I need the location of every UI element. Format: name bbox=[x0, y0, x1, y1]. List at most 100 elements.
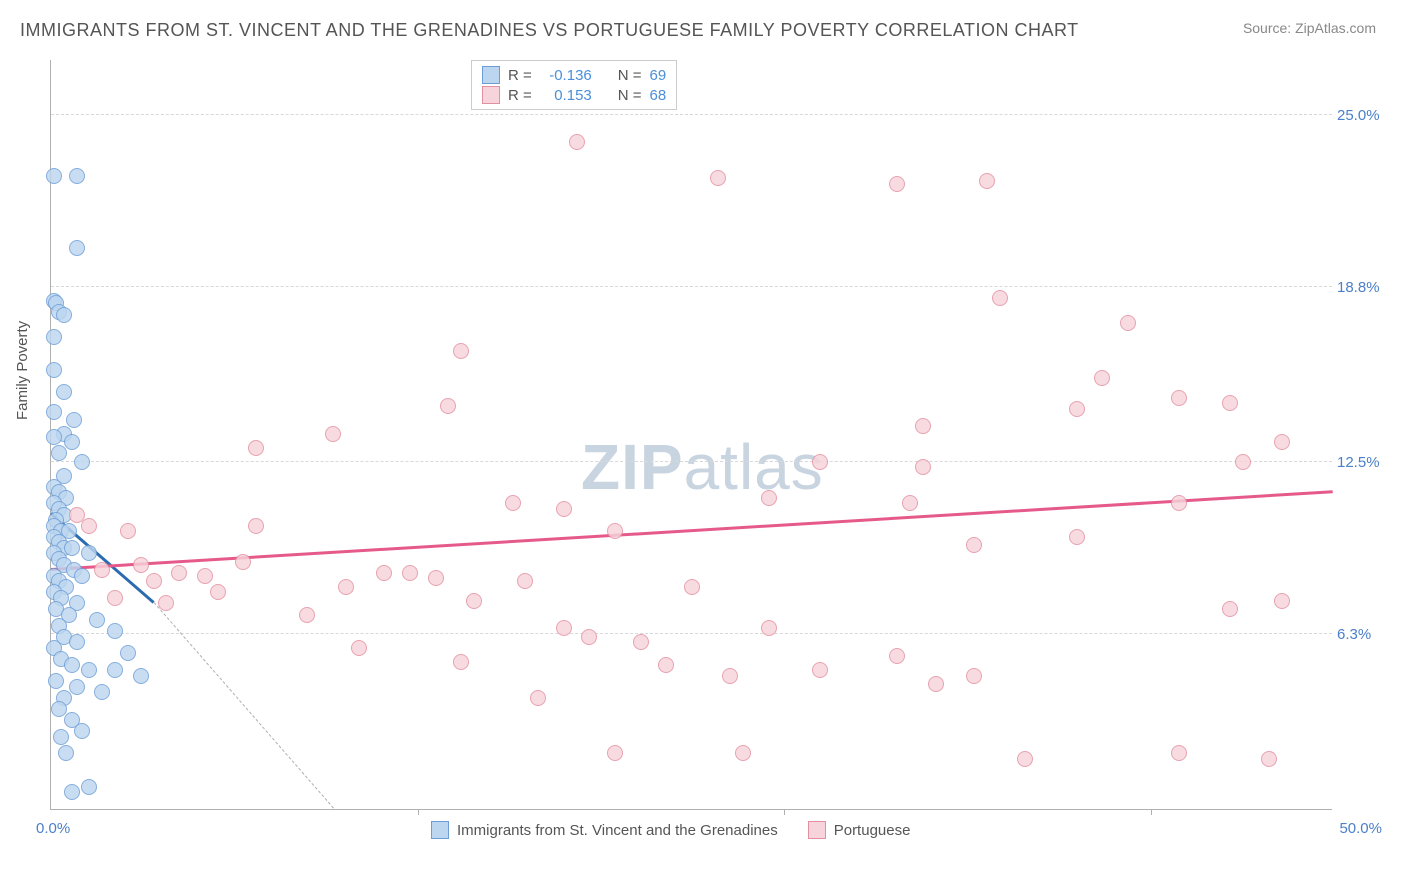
data-point bbox=[684, 579, 700, 595]
data-point bbox=[94, 684, 110, 700]
data-point bbox=[517, 573, 533, 589]
data-point bbox=[1171, 745, 1187, 761]
data-point bbox=[64, 434, 80, 450]
n-label: N = bbox=[618, 87, 642, 104]
data-point bbox=[928, 676, 944, 692]
r-value: 0.153 bbox=[540, 87, 592, 104]
source-name: ZipAtlas.com bbox=[1295, 20, 1376, 36]
data-point bbox=[81, 779, 97, 795]
y-tick-label: 25.0% bbox=[1337, 107, 1392, 124]
data-point bbox=[107, 662, 123, 678]
data-point bbox=[505, 495, 521, 511]
legend-swatch bbox=[482, 86, 500, 104]
data-point bbox=[1069, 401, 1085, 417]
data-point bbox=[633, 634, 649, 650]
data-point bbox=[89, 612, 105, 628]
data-point bbox=[915, 418, 931, 434]
data-point bbox=[299, 607, 315, 623]
data-point bbox=[69, 240, 85, 256]
y-tick-label: 6.3% bbox=[1337, 626, 1392, 643]
data-point bbox=[64, 784, 80, 800]
data-point bbox=[1261, 751, 1277, 767]
data-point bbox=[248, 518, 264, 534]
data-point bbox=[1171, 390, 1187, 406]
data-point bbox=[133, 557, 149, 573]
data-point bbox=[761, 620, 777, 636]
watermark-bold: ZIP bbox=[581, 431, 684, 503]
x-tick-mark bbox=[784, 809, 785, 815]
data-point bbox=[74, 723, 90, 739]
source-label: Source: bbox=[1243, 20, 1291, 36]
correlation-legend: R =-0.136N =69R =0.153N =68 bbox=[471, 60, 677, 110]
data-point bbox=[402, 565, 418, 581]
data-point bbox=[440, 398, 456, 414]
data-point bbox=[69, 679, 85, 695]
data-point bbox=[889, 176, 905, 192]
data-point bbox=[120, 523, 136, 539]
data-point bbox=[1222, 395, 1238, 411]
data-point bbox=[735, 745, 751, 761]
data-point bbox=[171, 565, 187, 581]
data-point bbox=[428, 570, 444, 586]
data-point bbox=[1069, 529, 1085, 545]
data-point bbox=[158, 595, 174, 611]
x-tick-mark bbox=[1151, 809, 1152, 815]
x-tick-min: 0.0% bbox=[36, 820, 70, 837]
data-point bbox=[915, 459, 931, 475]
grid-line bbox=[51, 114, 1332, 115]
data-point bbox=[81, 518, 97, 534]
data-point bbox=[64, 657, 80, 673]
legend-row: R =0.153N =68 bbox=[482, 85, 666, 105]
chart-title: IMMIGRANTS FROM ST. VINCENT AND THE GREN… bbox=[20, 20, 1079, 41]
data-point bbox=[658, 657, 674, 673]
data-point bbox=[210, 584, 226, 600]
data-point bbox=[376, 565, 392, 581]
data-point bbox=[979, 173, 995, 189]
data-point bbox=[81, 662, 97, 678]
data-point bbox=[1274, 434, 1290, 450]
data-point bbox=[338, 579, 354, 595]
data-point bbox=[1094, 370, 1110, 386]
x-tick-mark bbox=[418, 809, 419, 815]
data-point bbox=[453, 654, 469, 670]
data-point bbox=[58, 745, 74, 761]
data-point bbox=[120, 645, 136, 661]
data-point bbox=[69, 634, 85, 650]
watermark: ZIPatlas bbox=[581, 430, 824, 504]
data-point bbox=[710, 170, 726, 186]
watermark-light: atlas bbox=[684, 431, 824, 503]
data-point bbox=[46, 362, 62, 378]
data-point bbox=[46, 168, 62, 184]
data-point bbox=[556, 501, 572, 517]
legend-swatch bbox=[808, 821, 826, 839]
data-point bbox=[453, 343, 469, 359]
grid-line bbox=[51, 461, 1332, 462]
data-point bbox=[46, 329, 62, 345]
data-point bbox=[351, 640, 367, 656]
series-legend: Immigrants from St. Vincent and the Gren… bbox=[431, 821, 910, 839]
data-point bbox=[722, 668, 738, 684]
data-point bbox=[51, 445, 67, 461]
data-point bbox=[81, 545, 97, 561]
data-point bbox=[1120, 315, 1136, 331]
grid-line bbox=[51, 286, 1332, 287]
n-label: N = bbox=[618, 67, 642, 84]
legend-series-name: Immigrants from St. Vincent and the Gren… bbox=[457, 822, 778, 839]
data-point bbox=[46, 404, 62, 420]
data-point bbox=[812, 454, 828, 470]
grid-line bbox=[51, 633, 1332, 634]
data-point bbox=[107, 590, 123, 606]
data-point bbox=[902, 495, 918, 511]
data-point bbox=[235, 554, 251, 570]
x-tick-max: 50.0% bbox=[1339, 820, 1382, 837]
data-point bbox=[812, 662, 828, 678]
data-point bbox=[1274, 593, 1290, 609]
data-point bbox=[69, 168, 85, 184]
chart-plot-area: ZIPatlas R =-0.136N =69R =0.153N =68 0.0… bbox=[50, 60, 1332, 810]
legend-series-name: Portuguese bbox=[834, 822, 911, 839]
data-point bbox=[581, 629, 597, 645]
data-point bbox=[248, 440, 264, 456]
data-point bbox=[56, 384, 72, 400]
data-point bbox=[1235, 454, 1251, 470]
data-point bbox=[133, 668, 149, 684]
